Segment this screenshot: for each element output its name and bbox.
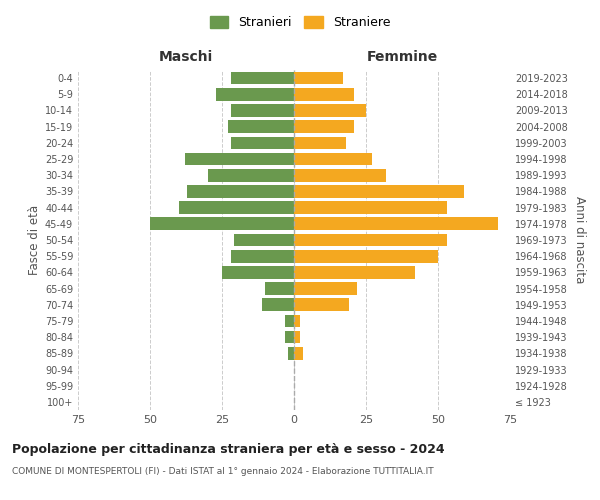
- Bar: [230, 104, 294, 117]
- Text: Popolazione per cittadinanza straniera per età e sesso - 2024: Popolazione per cittadinanza straniera p…: [12, 442, 445, 456]
- Bar: [230, 250, 294, 262]
- Bar: [294, 185, 464, 198]
- Bar: [294, 136, 346, 149]
- Bar: [294, 152, 372, 166]
- Text: COMUNE DI MONTESPERTOLI (FI) - Dati ISTAT al 1° gennaio 2024 - Elaborazione TUTT: COMUNE DI MONTESPERTOLI (FI) - Dati ISTA…: [12, 468, 434, 476]
- Bar: [294, 234, 446, 246]
- Bar: [294, 120, 355, 133]
- Bar: [294, 250, 438, 262]
- Bar: [286, 314, 294, 328]
- Bar: [222, 266, 294, 278]
- Text: Femmine: Femmine: [367, 50, 437, 64]
- Bar: [179, 202, 294, 214]
- Bar: [216, 88, 294, 101]
- Bar: [208, 169, 294, 181]
- Bar: [262, 298, 294, 311]
- Bar: [294, 72, 343, 85]
- Bar: [286, 331, 294, 344]
- Bar: [288, 347, 294, 360]
- Bar: [294, 347, 302, 360]
- Bar: [294, 202, 446, 214]
- Legend: Stranieri, Straniere: Stranieri, Straniere: [205, 11, 395, 34]
- Bar: [294, 88, 355, 101]
- Bar: [185, 152, 294, 166]
- Bar: [187, 185, 294, 198]
- Bar: [294, 282, 358, 295]
- Bar: [294, 266, 415, 278]
- Bar: [294, 169, 386, 181]
- Bar: [230, 136, 294, 149]
- Bar: [294, 314, 300, 328]
- Bar: [228, 120, 294, 133]
- Bar: [294, 331, 300, 344]
- Bar: [294, 298, 349, 311]
- Y-axis label: Anni di nascita: Anni di nascita: [573, 196, 586, 284]
- Y-axis label: Fasce di età: Fasce di età: [28, 205, 41, 275]
- Bar: [294, 104, 366, 117]
- Bar: [230, 72, 294, 85]
- Bar: [294, 218, 499, 230]
- Text: Maschi: Maschi: [159, 50, 213, 64]
- Bar: [233, 234, 294, 246]
- Bar: [265, 282, 294, 295]
- Bar: [150, 218, 294, 230]
